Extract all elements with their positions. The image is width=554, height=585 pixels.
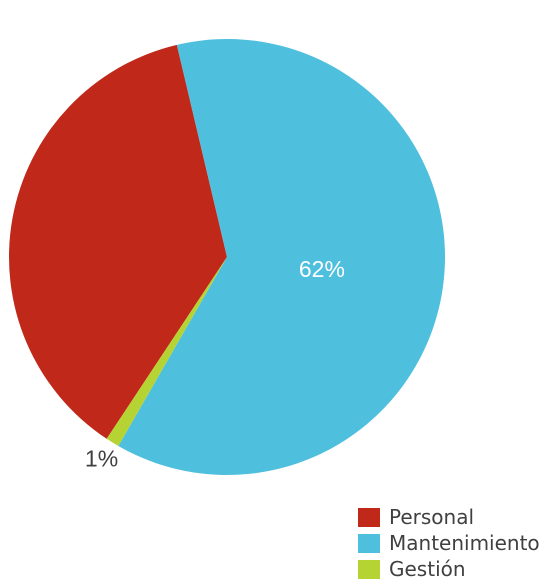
data-label-gestion: 1%: [85, 446, 118, 472]
data-label-mantenimiento: 62%: [299, 256, 345, 282]
legend: Personal Mantenimiento Gestión: [358, 504, 540, 582]
legend-item-mantenimiento: Mantenimiento: [358, 530, 540, 556]
pie-slice-personal: [9, 44, 227, 439]
pie-chart: 37%62%1%: [9, 38, 446, 476]
legend-swatch-gestion: [358, 559, 380, 579]
legend-item-gestion: Gestión: [358, 556, 540, 582]
pie-slice-mantenimiento: [118, 38, 446, 476]
legend-swatch-mantenimiento: [358, 533, 380, 553]
legend-label-personal: Personal: [389, 505, 475, 529]
pie-slice-gestion: [106, 257, 227, 446]
legend-label-mantenimiento: Mantenimiento: [389, 531, 540, 555]
legend-item-personal: Personal: [358, 504, 540, 530]
legend-label-gestion: Gestión: [389, 557, 466, 581]
legend-swatch-personal: [358, 507, 380, 527]
